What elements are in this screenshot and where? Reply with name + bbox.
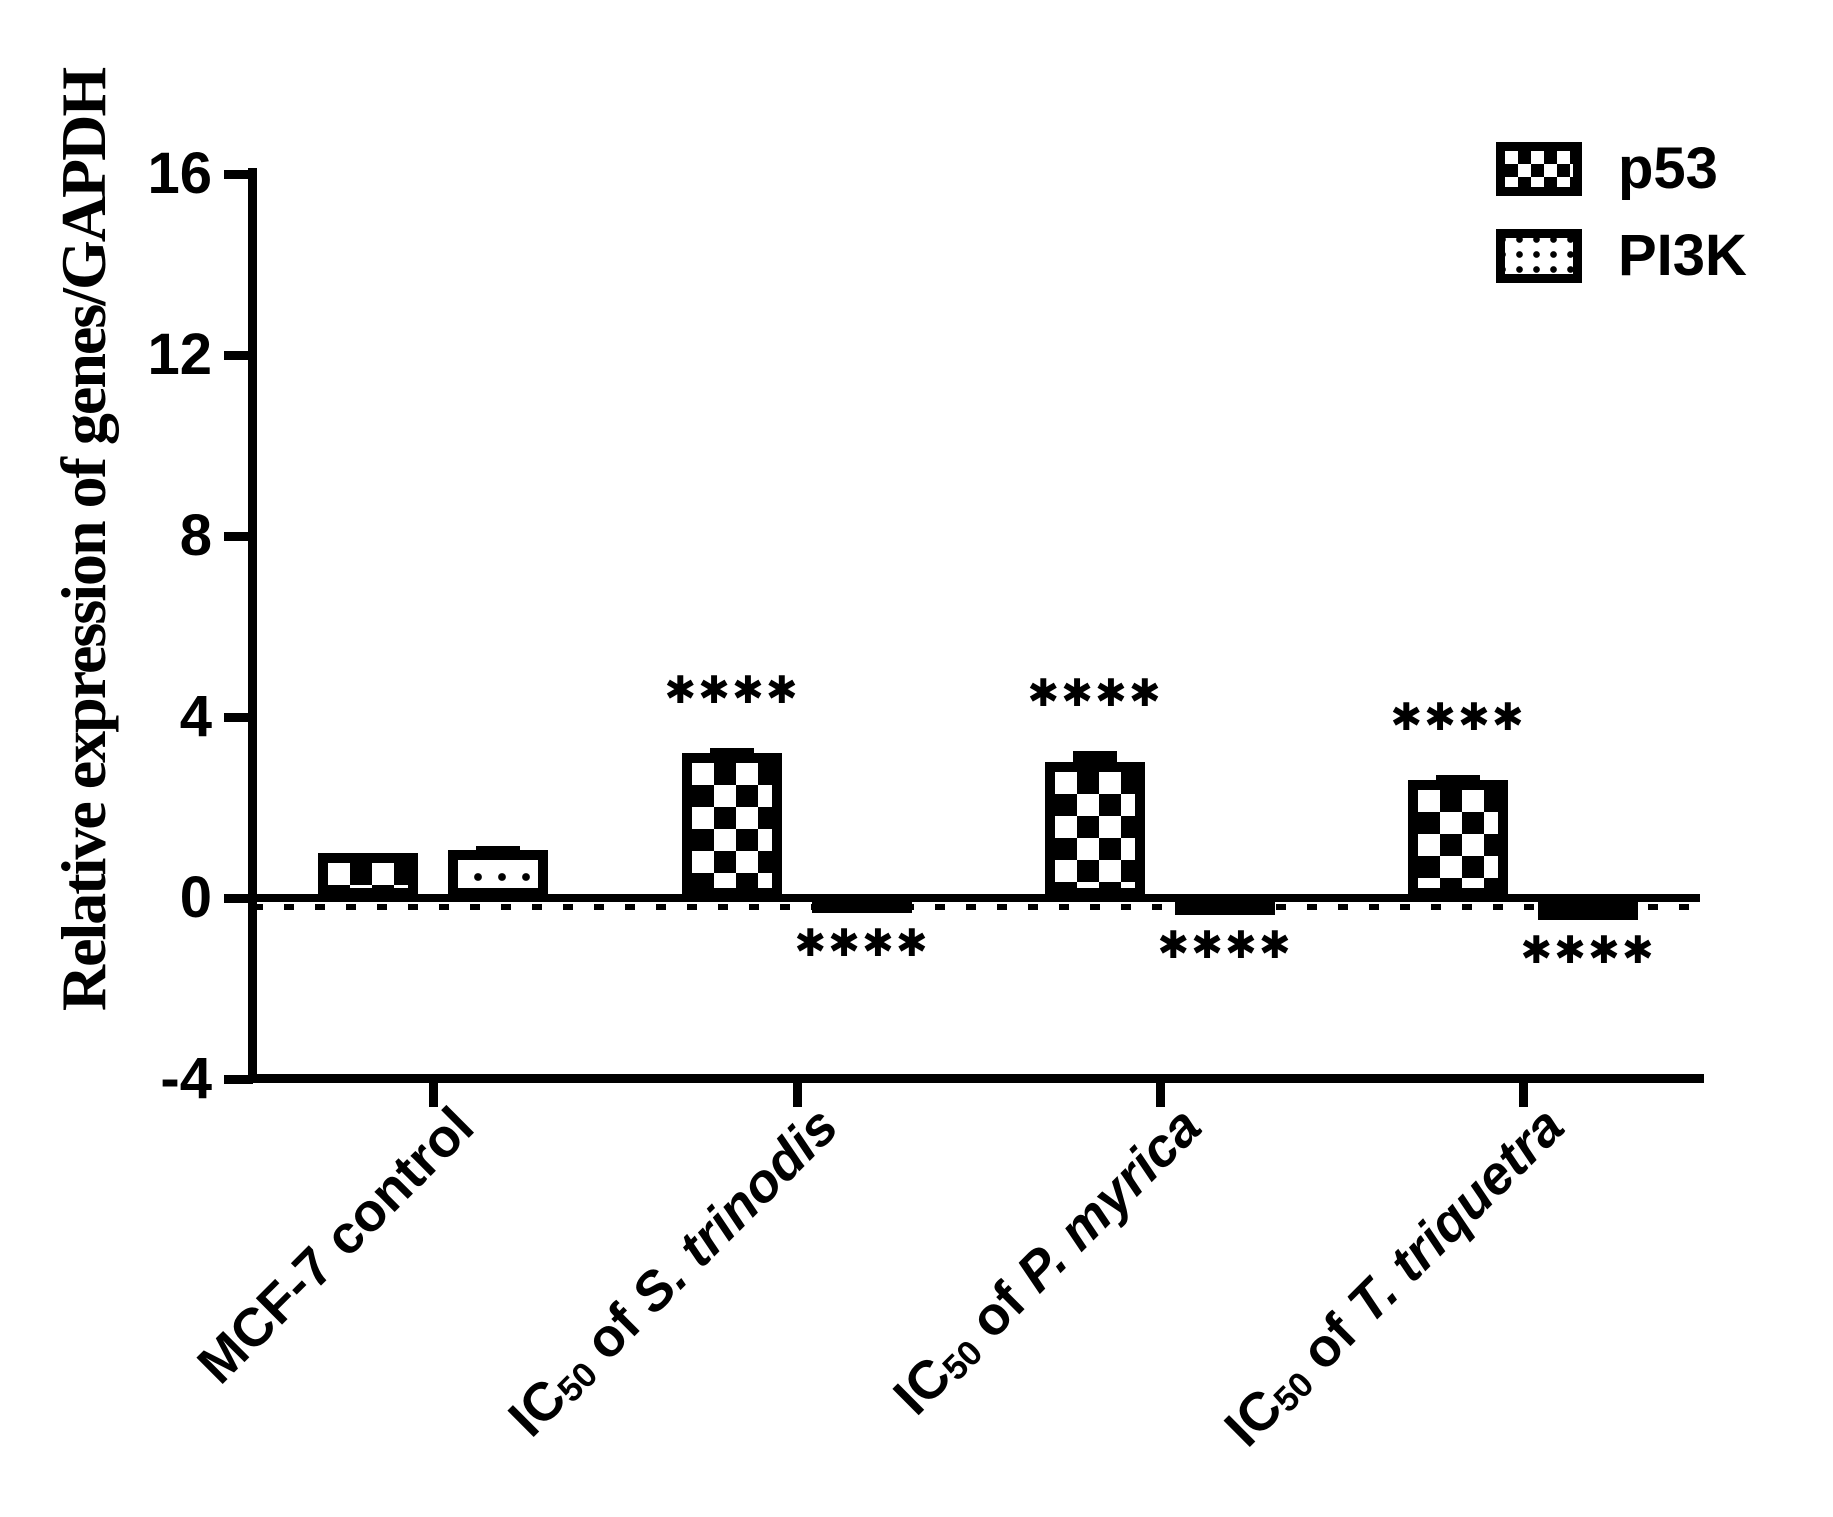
significance-stars-PI3K-IC50 of S. trinodis: ✱✱✱✱	[794, 921, 930, 965]
y-tick-mark	[224, 713, 253, 722]
significance-stars-p53-IC50 of S. trinodis: ✱✱✱✱	[664, 668, 800, 712]
x-tick-mark	[1519, 1083, 1528, 1107]
x-axis-category-label: IC50 of T. triquetra	[1213, 1095, 1576, 1458]
y-tick-mark	[224, 1075, 253, 1084]
zero-baseline-dotted-ticks	[253, 904, 1700, 910]
bar-PI3K-IC50 of S. trinodis	[812, 898, 912, 913]
bar-p53-MCF-7 control	[318, 853, 418, 898]
x-label-species: S. trinodis	[620, 1095, 850, 1325]
y-axis-tick-label: 16	[147, 141, 212, 206]
error-bar-cap-p53-IC50 of P. myrica	[1073, 751, 1117, 766]
significance-stars-p53-IC50 of P. myrica: ✱✱✱✱	[1027, 671, 1163, 715]
y-axis-tick-label: 0	[179, 865, 212, 930]
x-tick-mark	[1156, 1083, 1165, 1107]
x-axis-category-label: IC50 of S. trinodis	[497, 1095, 850, 1448]
legend-label-pi3k: PI3K	[1618, 223, 1747, 288]
y-tick-mark	[224, 894, 253, 903]
legend-label-p53: p53	[1618, 136, 1718, 201]
legend-item-pi3k: PI3K	[1496, 227, 1747, 285]
y-tick-mark	[224, 532, 253, 541]
bar-PI3K-IC50 of P. myrica	[1175, 898, 1275, 915]
y-axis-tick-label: 4	[179, 684, 212, 749]
x-label-species: T. triquetra	[1336, 1095, 1576, 1335]
x-label-species: P. myrica	[1004, 1095, 1213, 1304]
x-label-text: MCF-7 control	[186, 1095, 486, 1395]
y-tick-mark	[224, 351, 253, 360]
y-axis-tick-label: -4	[160, 1046, 212, 1111]
bar-p53-IC50 of S. trinodis	[682, 753, 782, 898]
error-bar-cap-PI3K-MCF-7 control	[476, 846, 520, 855]
significance-stars-PI3K-IC50 of P. myrica: ✱✱✱✱	[1157, 923, 1293, 967]
y-tick-mark	[224, 170, 253, 179]
x-tick-mark	[429, 1083, 438, 1107]
x-axis-category-label: MCF-7 control	[186, 1095, 486, 1395]
y-axis-tick-label: 8	[179, 503, 212, 568]
significance-stars-p53-IC50 of T. triquetra: ✱✱✱✱	[1390, 695, 1526, 739]
bar-p53-IC50 of P. myrica	[1045, 762, 1145, 898]
legend-swatch-p53-checker-pattern	[1496, 142, 1582, 196]
x-tick-mark	[793, 1083, 802, 1107]
y-axis-tick-label: 12	[147, 322, 212, 387]
x-axis-category-label: IC50 of P. myrica	[882, 1095, 1213, 1426]
legend-swatch-pi3k-dotted-pattern	[1496, 229, 1582, 283]
bar-p53-IC50 of T. triquetra	[1408, 780, 1508, 898]
significance-stars-PI3K-IC50 of T. triquetra: ✱✱✱✱	[1520, 928, 1656, 972]
bar-PI3K-MCF-7 control	[448, 850, 548, 898]
y-axis-line	[248, 168, 257, 1083]
legend-item-p53: p53	[1496, 140, 1718, 198]
zero-baseline	[253, 894, 1700, 902]
error-bar-cap-p53-IC50 of S. trinodis	[710, 748, 754, 757]
bar-PI3K-IC50 of T. triquetra	[1538, 898, 1638, 920]
error-bar-cap-p53-IC50 of T. triquetra	[1436, 775, 1480, 784]
x-axis-line	[248, 1074, 1704, 1083]
